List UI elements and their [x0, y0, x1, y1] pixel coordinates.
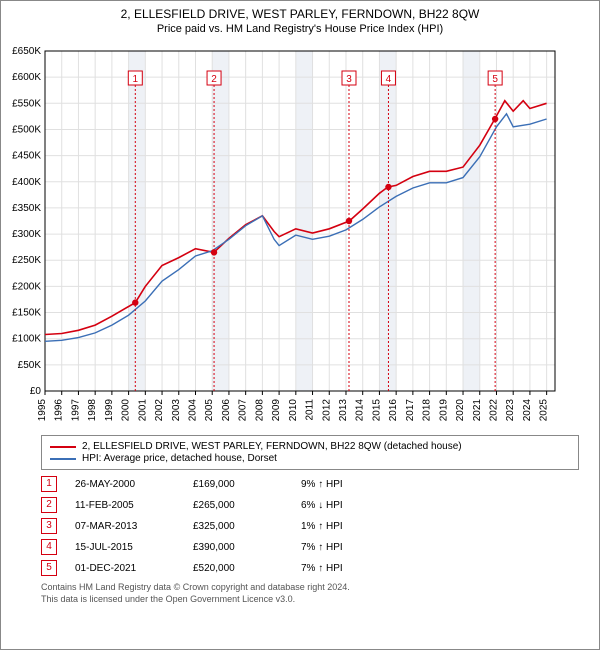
event-row: 5 01-DEC-2021 £520,000 7% ↑ HPI [41, 560, 579, 576]
svg-text:£500K: £500K [12, 124, 41, 135]
svg-text:2002: 2002 [154, 399, 165, 422]
svg-text:£200K: £200K [12, 281, 41, 292]
svg-text:2006: 2006 [221, 399, 232, 422]
svg-text:2015: 2015 [371, 399, 382, 422]
svg-text:1999: 1999 [104, 399, 115, 422]
events-table: 1 26-MAY-2000 £169,000 9% ↑ HPI 2 11-FEB-2005… [41, 476, 579, 576]
event-date: 11-FEB-2005 [75, 500, 175, 511]
svg-text:1: 1 [133, 74, 139, 85]
svg-text:£650K: £650K [12, 46, 41, 57]
svg-text:2004: 2004 [187, 399, 198, 422]
svg-text:4: 4 [386, 74, 392, 85]
legend-swatch [50, 458, 76, 460]
svg-text:3: 3 [346, 74, 352, 85]
svg-text:2011: 2011 [305, 399, 316, 421]
svg-text:£400K: £400K [12, 177, 41, 188]
svg-text:2021: 2021 [472, 399, 483, 422]
event-price: £325,000 [193, 521, 283, 532]
event-delta: 9% ↑ HPI [301, 479, 391, 490]
svg-text:2020: 2020 [455, 399, 466, 422]
svg-text:2000: 2000 [121, 399, 132, 422]
event-row: 1 26-MAY-2000 £169,000 9% ↑ HPI [41, 476, 579, 492]
svg-text:2022: 2022 [488, 399, 499, 422]
svg-text:2025: 2025 [539, 399, 550, 422]
legend-row: HPI: Average price, detached house, Dors… [50, 453, 570, 464]
event-row: 2 11-FEB-2005 £265,000 6% ↓ HPI [41, 497, 579, 513]
event-price: £265,000 [193, 500, 283, 511]
line-chart-svg: £0 £50K £100K £150K £200K £250K £300K £350K £400… [1, 41, 561, 431]
svg-text:2018: 2018 [422, 399, 433, 422]
svg-text:2008: 2008 [254, 399, 265, 422]
event-delta: 7% ↑ HPI [301, 542, 391, 553]
event-marker: 4 [41, 539, 57, 555]
legend-label: HPI: Average price, detached house, Dors… [82, 453, 277, 464]
event-price: £520,000 [193, 563, 283, 574]
event-row: 4 15-JUL-2015 £390,000 7% ↑ HPI [41, 539, 579, 555]
svg-text:2007: 2007 [238, 399, 249, 422]
svg-text:2001: 2001 [137, 399, 148, 422]
footer-attribution: Contains HM Land Registry data © Crown c… [41, 582, 579, 605]
svg-text:2014: 2014 [355, 399, 366, 422]
svg-text:2023: 2023 [505, 399, 516, 422]
svg-text:1998: 1998 [87, 399, 98, 422]
event-marker: 5 [41, 560, 57, 576]
svg-text:1997: 1997 [70, 399, 81, 422]
legend-label: 2, ELLESFIELD DRIVE, WEST PARLEY, FERNDO… [82, 441, 462, 452]
legend-row: 2, ELLESFIELD DRIVE, WEST PARLEY, FERNDO… [50, 441, 570, 452]
event-delta: 7% ↑ HPI [301, 563, 391, 574]
svg-text:£550K: £550K [12, 98, 41, 109]
svg-text:1995: 1995 [37, 399, 48, 422]
svg-text:2: 2 [211, 74, 217, 85]
event-price: £390,000 [193, 542, 283, 553]
svg-text:2005: 2005 [204, 399, 215, 422]
event-date: 07-MAR-2013 [75, 521, 175, 532]
svg-text:2013: 2013 [338, 399, 349, 422]
svg-text:2010: 2010 [288, 399, 299, 422]
svg-text:£100K: £100K [12, 334, 41, 345]
event-marker: 2 [41, 497, 57, 513]
legend-box: 2, ELLESFIELD DRIVE, WEST PARLEY, FERNDO… [41, 435, 579, 470]
chart-title: 2, ELLESFIELD DRIVE, WEST PARLEY, FERNDO… [1, 7, 599, 21]
event-price: £169,000 [193, 479, 283, 490]
svg-text:2003: 2003 [171, 399, 182, 422]
svg-text:£300K: £300K [12, 229, 41, 240]
svg-text:2016: 2016 [388, 399, 399, 422]
footer-line-1: Contains HM Land Registry data © Crown c… [41, 582, 579, 594]
event-date: 01-DEC-2021 [75, 563, 175, 574]
chart-area: £0 £50K £100K £150K £200K £250K £300K £350K £400… [1, 41, 599, 431]
event-date: 15-JUL-2015 [75, 542, 175, 553]
svg-text:2009: 2009 [271, 399, 282, 422]
svg-text:£600K: £600K [12, 72, 41, 83]
svg-text:2017: 2017 [405, 399, 416, 422]
svg-text:2012: 2012 [321, 399, 332, 422]
footer-line-2: This data is licensed under the Open Gov… [41, 594, 579, 606]
chart-container: 2, ELLESFIELD DRIVE, WEST PARLEY, FERNDO… [0, 0, 600, 650]
legend-swatch [50, 446, 76, 448]
event-date: 26-MAY-2000 [75, 479, 175, 490]
svg-text:£0: £0 [30, 386, 42, 397]
svg-text:5: 5 [492, 74, 498, 85]
svg-text:2019: 2019 [438, 399, 449, 422]
svg-text:£250K: £250K [12, 255, 41, 266]
chart-subtitle: Price paid vs. HM Land Registry's House … [1, 23, 599, 35]
event-delta: 1% ↑ HPI [301, 521, 391, 532]
event-row: 3 07-MAR-2013 £325,000 1% ↑ HPI [41, 518, 579, 534]
svg-text:£350K: £350K [12, 203, 41, 214]
svg-text:2024: 2024 [522, 399, 533, 422]
event-delta: 6% ↓ HPI [301, 500, 391, 511]
event-marker: 3 [41, 518, 57, 534]
svg-text:1996: 1996 [54, 399, 65, 422]
event-marker: 1 [41, 476, 57, 492]
svg-text:£450K: £450K [12, 151, 41, 162]
svg-text:£150K: £150K [12, 308, 41, 319]
svg-text:£50K: £50K [18, 360, 42, 371]
